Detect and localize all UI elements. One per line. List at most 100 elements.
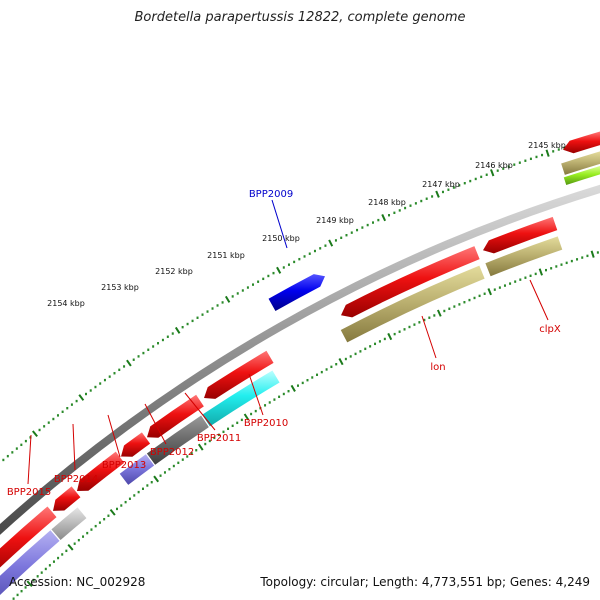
ruler-major-tick bbox=[197, 443, 204, 451]
scale-label: 2154 kbp bbox=[47, 299, 85, 308]
ruler-major-tick bbox=[109, 508, 116, 516]
gene-bpp2011[interactable] bbox=[147, 394, 204, 438]
scale-label: 2148 kbp bbox=[368, 198, 406, 207]
gene-bpp2014[interactable] bbox=[53, 486, 81, 511]
gene-lon-category[interactable] bbox=[340, 265, 485, 343]
ruler-minor-tick bbox=[313, 249, 316, 253]
ruler-minor-tick bbox=[213, 436, 216, 440]
gene-bpp2010[interactable] bbox=[204, 350, 274, 399]
ruler-minor-tick bbox=[398, 209, 401, 212]
label-leader-lines bbox=[27, 199, 549, 485]
scale-label: 2151 kbp bbox=[207, 251, 245, 260]
gene-far-right-category[interactable] bbox=[561, 151, 600, 175]
ruler-minor-tick bbox=[529, 274, 532, 277]
ruler-minor-tick bbox=[485, 173, 488, 176]
ruler-major-tick bbox=[328, 239, 334, 247]
ruler-minor-tick bbox=[418, 321, 421, 324]
gene-bpp2015-category[interactable] bbox=[0, 530, 60, 600]
gene-far-right-lime[interactable] bbox=[563, 165, 600, 185]
ruler-minor-tick bbox=[124, 500, 127, 504]
ruler-minor-tick bbox=[377, 218, 380, 222]
ruler-major-tick bbox=[290, 384, 296, 392]
ruler-major-tick bbox=[387, 332, 393, 341]
scale-label: 2149 kbp bbox=[316, 216, 354, 225]
gene-bpp2014-category[interactable] bbox=[51, 507, 87, 540]
ruler-minor-tick bbox=[349, 355, 352, 358]
ruler-minor-tick bbox=[514, 280, 517, 283]
ruler-minor-tick bbox=[371, 221, 374, 224]
ruler-minor-tick bbox=[2, 458, 5, 462]
ruler-minor-tick bbox=[388, 214, 391, 217]
ruler-minor-tick bbox=[128, 497, 131, 500]
gene-label-bpp2009[interactable]: BPP2009 bbox=[249, 189, 293, 200]
gene-label-bpp2011[interactable]: BPP2011 bbox=[197, 433, 241, 444]
gene-bpp2009[interactable] bbox=[268, 274, 325, 311]
ruler-minor-tick bbox=[75, 399, 78, 403]
ruler-minor-tick bbox=[191, 319, 194, 323]
ruler-minor-tick bbox=[316, 373, 319, 376]
ruler-minor-tick bbox=[393, 211, 396, 215]
ruler-minor-tick bbox=[20, 443, 23, 447]
ruler-minor-tick bbox=[137, 490, 140, 494]
ruler-minor-tick bbox=[278, 395, 281, 398]
gene-label-lon[interactable]: lon bbox=[430, 362, 445, 373]
gene-label-bpp2013[interactable]: BPP2013 bbox=[102, 460, 146, 471]
ruler-minor-tick bbox=[57, 556, 60, 560]
ruler-minor-tick bbox=[596, 251, 599, 254]
gene-label-bpp2010[interactable]: BPP2010 bbox=[244, 418, 288, 429]
gene-label-bpp2012[interactable]: BPP2012 bbox=[150, 447, 194, 458]
ruler-minor-tick bbox=[403, 328, 406, 331]
ruler-minor-tick bbox=[524, 159, 527, 162]
ruler-major-tick bbox=[590, 250, 595, 258]
gene-bpp2013[interactable] bbox=[77, 451, 125, 492]
ruler-minor-tick bbox=[231, 295, 234, 298]
ruler-major-tick bbox=[545, 149, 550, 157]
ruler-minor-tick bbox=[570, 259, 573, 263]
ruler-minor-tick bbox=[273, 398, 276, 401]
gene-bpp2015[interactable] bbox=[0, 506, 57, 576]
ruler-minor-tick bbox=[463, 182, 466, 185]
ruler-minor-tick bbox=[507, 165, 510, 168]
gene-bpp2012[interactable] bbox=[121, 432, 151, 457]
ruler-minor-tick bbox=[61, 553, 64, 556]
ruler-minor-tick bbox=[137, 355, 140, 358]
ruler-minor-tick bbox=[345, 234, 348, 237]
ruler-minor-tick bbox=[82, 535, 85, 538]
ruler-major-tick bbox=[436, 309, 442, 317]
ruler-minor-tick bbox=[560, 263, 563, 266]
gene-bpp2011-category[interactable] bbox=[146, 415, 209, 465]
gene-bpp2012-category[interactable] bbox=[119, 454, 155, 485]
ruler-minor-tick bbox=[152, 345, 155, 348]
gene-label-bpp2015[interactable]: BPP2015 bbox=[7, 487, 51, 498]
ruler-minor-tick bbox=[211, 307, 214, 310]
ruler-minor-tick bbox=[325, 368, 328, 371]
ruler-minor-tick bbox=[142, 351, 145, 355]
ruler-minor-tick bbox=[308, 252, 311, 255]
gene-clpx-partner[interactable] bbox=[563, 131, 600, 154]
ruler-minor-tick bbox=[335, 363, 338, 366]
ruler-minor-tick bbox=[40, 571, 43, 574]
gene-label-bpp2014[interactable]: BPP2014 bbox=[54, 474, 98, 485]
gene-clpx-category[interactable] bbox=[485, 236, 563, 277]
gene-clpx[interactable] bbox=[483, 216, 558, 254]
gene-label-clpx[interactable]: clpX bbox=[539, 324, 561, 335]
ruler-minor-tick bbox=[364, 347, 367, 351]
ruler-minor-tick bbox=[168, 468, 171, 471]
ruler-minor-tick bbox=[361, 226, 364, 229]
ruler-major-tick bbox=[243, 413, 250, 421]
gene-bpp2010-category[interactable] bbox=[202, 370, 280, 427]
ruler-minor-tick bbox=[282, 392, 285, 396]
ruler-minor-tick bbox=[267, 274, 270, 278]
ruler-minor-tick bbox=[519, 278, 522, 281]
scale-labels: 2154 kbp 2153 kbp 2152 kbp 2151 kbp 2150… bbox=[47, 141, 566, 308]
ruler-minor-tick bbox=[340, 236, 343, 239]
ruler-minor-tick bbox=[320, 370, 323, 374]
ruler-minor-tick bbox=[196, 316, 199, 319]
ruler-minor-tick bbox=[6, 454, 9, 458]
ruler-minor-tick bbox=[334, 239, 337, 242]
gene-lon[interactable] bbox=[341, 246, 480, 318]
ruler-minor-tick bbox=[563, 146, 566, 149]
ruler-minor-tick bbox=[431, 195, 434, 198]
ruler-major-tick bbox=[381, 214, 387, 222]
